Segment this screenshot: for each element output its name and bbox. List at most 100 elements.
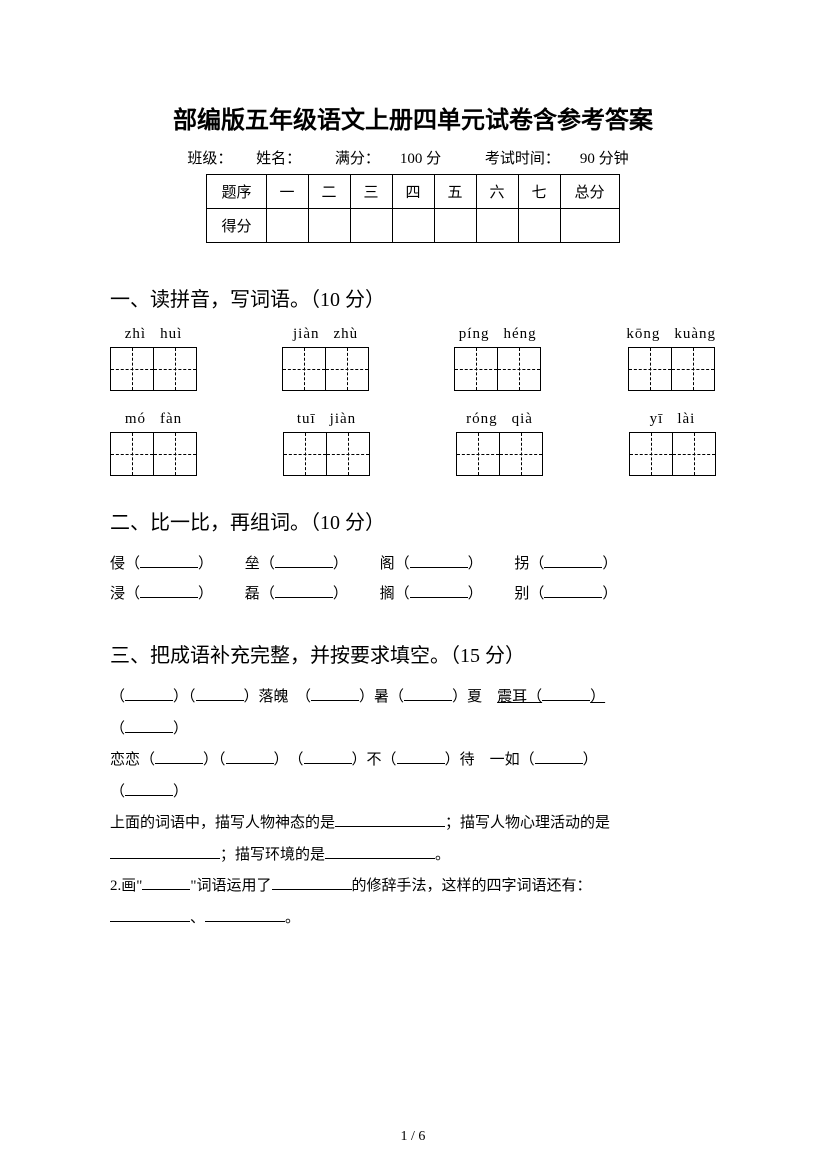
th: 一: [266, 175, 308, 209]
score-cell[interactable]: [434, 209, 476, 243]
write-box[interactable]: [282, 347, 326, 391]
blank-input[interactable]: [304, 749, 352, 764]
pinyin-text: tuījiàn: [297, 411, 356, 428]
blank-input[interactable]: [544, 553, 602, 568]
page-number: 1 / 6: [0, 1129, 826, 1145]
blank-input[interactable]: [542, 686, 590, 701]
pinyin-row-2: mófàn tuījiàn róngqià yīlài: [110, 411, 716, 476]
page-title: 部编版五年级语文上册四单元试卷含参考答案: [110, 100, 716, 135]
blank-input[interactable]: [155, 749, 203, 764]
idiom-q2: 2.画""词语运用了的修辞手法，这样的四字词语还有：: [110, 871, 716, 903]
pinyin-group: tuījiàn: [283, 411, 370, 476]
pinyin-text: róngqià: [466, 411, 533, 428]
blank-input[interactable]: [335, 812, 445, 827]
section-2-heading: 二、比一比，再组词。（10 分）: [110, 506, 716, 535]
th: 五: [434, 175, 476, 209]
blank-input[interactable]: [140, 583, 198, 598]
pinyin-group: mófàn: [110, 411, 197, 476]
exam-info-line: 班级： 姓名： 满分：100 分 考试时间：90 分钟: [110, 147, 716, 168]
pinyin-text: pínghéng: [459, 326, 537, 343]
write-box[interactable]: [153, 432, 197, 476]
pinyin-group: kōngkuàng: [626, 326, 716, 391]
pinyin-group: pínghéng: [454, 326, 541, 391]
blank-input[interactable]: [410, 553, 468, 568]
pinyin-row-1: zhìhuì jiànzhù pínghéng kōngkuàng: [110, 326, 716, 391]
write-box[interactable]: [499, 432, 543, 476]
row-label: 得分: [207, 209, 266, 243]
score-cell[interactable]: [266, 209, 308, 243]
write-box[interactable]: [628, 347, 672, 391]
idiom-line-2: 恋恋（）（） （）不（）待 一如（）: [110, 745, 716, 777]
blank-input[interactable]: [125, 718, 173, 733]
table-row: 题序 一 二 三 四 五 六 七 总分: [207, 175, 619, 209]
score-table: 题序 一 二 三 四 五 六 七 总分 得分: [206, 174, 619, 243]
pinyin-text: mófàn: [125, 411, 182, 428]
blank-input[interactable]: [196, 686, 244, 701]
blank-input[interactable]: [325, 844, 435, 859]
blank-input[interactable]: [140, 553, 198, 568]
blank-input[interactable]: [544, 583, 602, 598]
blank-input[interactable]: [125, 781, 173, 796]
pinyin-group: róngqià: [456, 411, 543, 476]
score-cell[interactable]: [350, 209, 392, 243]
compare-line-2: 浸（） 磊（） 搁（） 别（）: [110, 579, 716, 609]
idiom-line-1b: （）: [110, 714, 716, 746]
score-cell[interactable]: [308, 209, 350, 243]
underlined-idiom: 震耳（）: [497, 689, 605, 705]
pinyin-group: zhìhuì: [110, 326, 197, 391]
idiom-line-2b: （）: [110, 777, 716, 809]
section-1-heading: 一、读拼音，写词语。（10 分）: [110, 283, 716, 312]
idiom-block: （）（）落魄 （）暑（）夏 震耳（） （） 恋恋（）（） （）不（）待 一如（）…: [110, 682, 716, 934]
write-box[interactable]: [454, 347, 498, 391]
write-box[interactable]: [456, 432, 500, 476]
th: 六: [476, 175, 518, 209]
score-cell[interactable]: [560, 209, 619, 243]
idiom-desc-2: ；描写环境的是。: [110, 840, 716, 872]
blank-input[interactable]: [205, 907, 285, 922]
write-box[interactable]: [671, 347, 715, 391]
blank-input[interactable]: [110, 844, 220, 859]
write-box[interactable]: [497, 347, 541, 391]
compare-line-1: 侵（） 垒（） 阁（） 拐（）: [110, 549, 716, 579]
th: 二: [308, 175, 350, 209]
write-box[interactable]: [283, 432, 327, 476]
pinyin-group: jiànzhù: [282, 326, 369, 391]
write-box[interactable]: [110, 347, 154, 391]
write-box[interactable]: [110, 432, 154, 476]
write-box[interactable]: [326, 432, 370, 476]
table-row: 得分: [207, 209, 619, 243]
blank-input[interactable]: [272, 875, 352, 890]
idiom-q2b: 、。: [110, 903, 716, 935]
blank-input[interactable]: [535, 749, 583, 764]
blank-input[interactable]: [275, 583, 333, 598]
pinyin-group: yīlài: [629, 411, 716, 476]
blank-input[interactable]: [125, 686, 173, 701]
write-box[interactable]: [672, 432, 716, 476]
write-box[interactable]: [325, 347, 369, 391]
idiom-line-1: （）（）落魄 （）暑（）夏 震耳（）: [110, 682, 716, 714]
write-box[interactable]: [153, 347, 197, 391]
blank-input[interactable]: [397, 749, 445, 764]
blank-input[interactable]: [110, 907, 190, 922]
pinyin-text: jiànzhù: [293, 326, 358, 343]
score-cell[interactable]: [476, 209, 518, 243]
th: 题序: [207, 175, 266, 209]
th: 总分: [560, 175, 619, 209]
section-3-heading: 三、把成语补充完整，并按要求填空。（15 分）: [110, 639, 716, 668]
th: 四: [392, 175, 434, 209]
blank-input[interactable]: [410, 583, 468, 598]
blank-input[interactable]: [404, 686, 452, 701]
blank-input[interactable]: [275, 553, 333, 568]
score-cell[interactable]: [518, 209, 560, 243]
write-box[interactable]: [629, 432, 673, 476]
th: 七: [518, 175, 560, 209]
exam-time: 考试时间：90 分钟: [475, 151, 639, 167]
score-cell[interactable]: [392, 209, 434, 243]
pinyin-text: yīlài: [650, 411, 696, 428]
idiom-desc-1: 上面的词语中，描写人物神态的是；描写人物心理活动的是: [110, 808, 716, 840]
blank-input[interactable]: [311, 686, 359, 701]
blank-input[interactable]: [226, 749, 274, 764]
blank-input[interactable]: [142, 875, 190, 890]
fullmark: 满分：100 分: [325, 151, 451, 167]
class-label: 班级：: [187, 151, 232, 167]
